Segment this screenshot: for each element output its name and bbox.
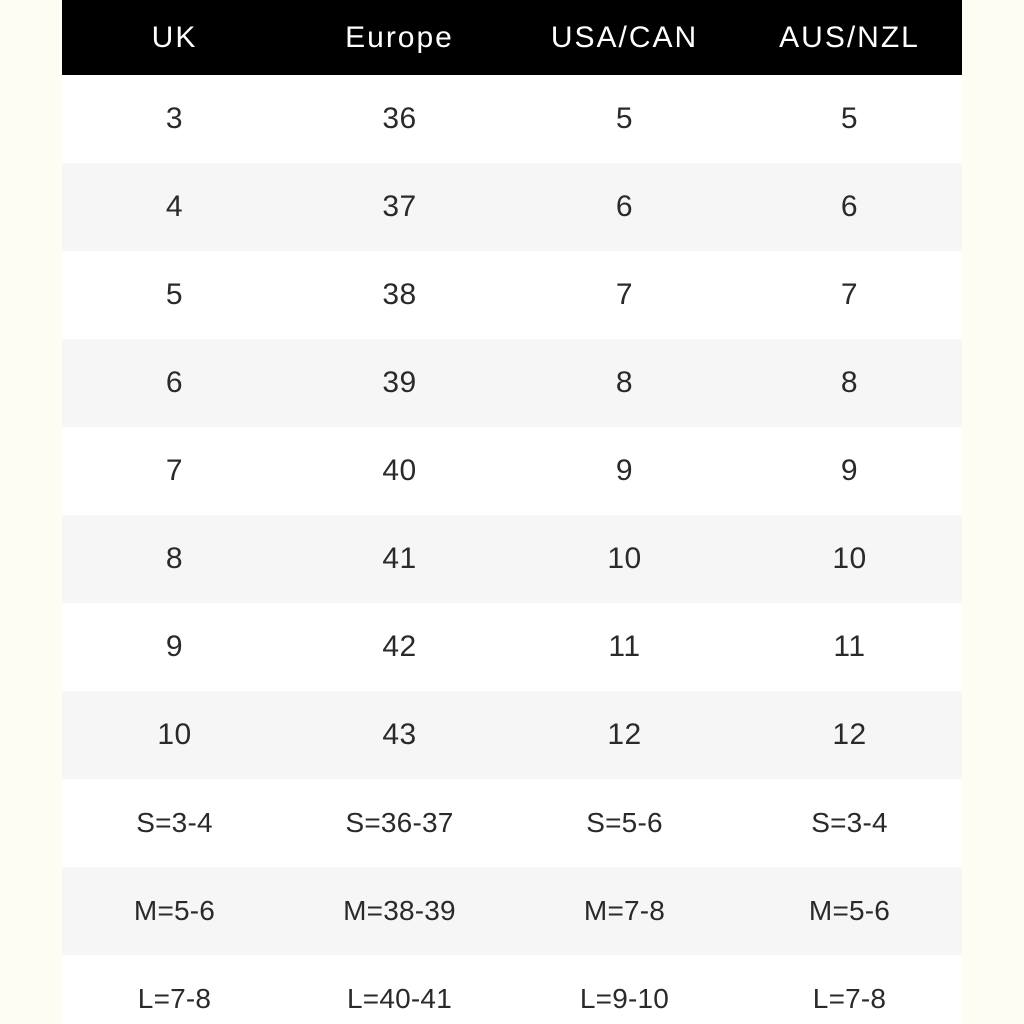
table-cell-usa_can: 7 <box>615 278 634 311</box>
table-cell-aus_nzl: 8 <box>840 366 859 399</box>
size-conversion-table: UK Europe USA/CAN AUS/NZL 3 36 5 5 4 37 6 6 5 38 7… <box>62 0 962 1024</box>
table-row: 6 39 8 8 <box>62 339 962 427</box>
table-row: S=3-4 S=36-37 S=5-6 S=3-4 <box>62 779 962 867</box>
table-row: 4 37 6 6 <box>62 163 962 251</box>
table-cell-usa_can: 10 <box>607 542 642 575</box>
table-cell-aus_nzl: 5 <box>840 102 859 135</box>
header-row: UK Europe USA/CAN AUS/NZL <box>62 0 962 75</box>
table-cell-usa_can: 6 <box>615 190 634 223</box>
table-cell-europe: 38 <box>382 278 417 311</box>
table-cell-aus_nzl: L=7-8 <box>812 983 887 1014</box>
table-cell-usa_can: S=5-6 <box>586 807 663 838</box>
table-cell-aus_nzl: 9 <box>840 454 859 487</box>
table-cell-aus_nzl: 7 <box>840 278 859 311</box>
table-cell-uk: 3 <box>165 102 184 135</box>
column-header-usa-can: USA/CAN <box>550 20 699 54</box>
table-cell-uk: M=5-6 <box>133 895 216 926</box>
table-row: 10 43 12 12 <box>62 691 962 779</box>
table-cell-uk: 8 <box>165 542 184 575</box>
table-cell-usa_can: M=7-8 <box>583 895 666 926</box>
table-cell-europe: L=40-41 <box>347 983 452 1014</box>
table-cell-europe: M=38-39 <box>343 895 456 926</box>
table-body: 3 36 5 5 4 37 6 6 5 38 7 7 6 39 8 8 7 40 9 9 8 41 10 10 9 42 11 11 1… <box>62 75 962 1024</box>
column-header-uk: UK <box>151 20 198 54</box>
table-cell-aus_nzl: 10 <box>832 542 867 575</box>
table-cell-usa_can: 8 <box>615 366 634 399</box>
table-row: 3 36 5 5 <box>62 75 962 163</box>
table-row: 5 38 7 7 <box>62 251 962 339</box>
table-cell-uk: 9 <box>165 630 184 663</box>
table-row: M=5-6 M=38-39 M=7-8 M=5-6 <box>62 867 962 955</box>
table-cell-usa_can: L=9-10 <box>579 983 670 1014</box>
table-cell-uk: 5 <box>165 278 184 311</box>
table-cell-aus_nzl: M=5-6 <box>808 895 891 926</box>
size-chart-container: UK Europe USA/CAN AUS/NZL 3 36 5 5 4 37 6 6 5 38 7… <box>62 0 962 1024</box>
table-row: 8 41 10 10 <box>62 515 962 603</box>
table-cell-uk: S=3-4 <box>136 807 213 838</box>
column-header-europe: Europe <box>345 20 454 54</box>
table-cell-usa_can: 12 <box>607 718 642 751</box>
column-header-aus-nzl: AUS/NZL <box>779 20 920 54</box>
table-cell-uk: 4 <box>165 190 184 223</box>
table-row: 9 42 11 11 <box>62 603 962 691</box>
table-cell-aus_nzl: 12 <box>832 718 867 751</box>
table-header: UK Europe USA/CAN AUS/NZL <box>62 0 962 75</box>
table-cell-usa_can: 11 <box>608 630 641 663</box>
table-cell-aus_nzl: 11 <box>833 630 866 663</box>
table-row: L=7-8 L=40-41 L=9-10 L=7-8 <box>62 955 962 1024</box>
table-cell-europe: 41 <box>382 542 417 575</box>
table-cell-aus_nzl: 6 <box>840 190 859 223</box>
table-cell-europe: S=36-37 <box>345 807 454 838</box>
table-cell-usa_can: 9 <box>615 454 634 487</box>
table-cell-uk: 7 <box>165 454 184 487</box>
table-cell-europe: 39 <box>382 366 417 399</box>
table-cell-uk: 6 <box>165 366 184 399</box>
table-row: 7 40 9 9 <box>62 427 962 515</box>
table-cell-europe: 43 <box>382 718 417 751</box>
table-cell-europe: 36 <box>382 102 417 135</box>
table-cell-uk: L=7-8 <box>137 983 212 1014</box>
table-cell-europe: 37 <box>382 190 417 223</box>
table-cell-aus_nzl: S=3-4 <box>811 807 888 838</box>
table-cell-europe: 42 <box>382 630 417 663</box>
table-cell-usa_can: 5 <box>615 102 634 135</box>
table-cell-uk: 10 <box>157 718 192 751</box>
table-cell-europe: 40 <box>382 454 417 487</box>
